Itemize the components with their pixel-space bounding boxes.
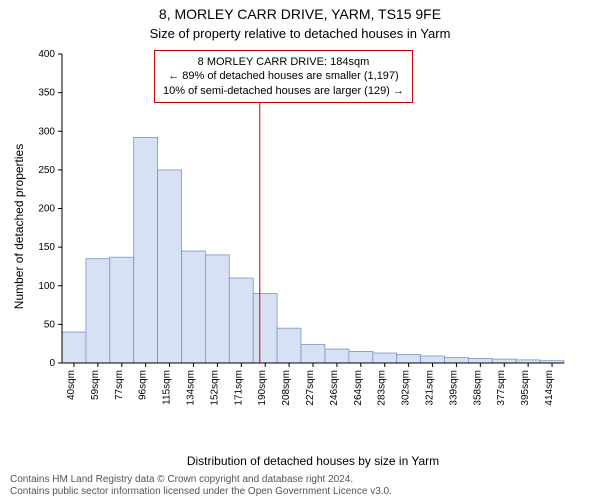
histogram-bar [182, 251, 206, 363]
histogram-bar [301, 345, 325, 364]
footer-line1: Contains HM Land Registry data © Crown c… [10, 474, 353, 485]
histogram-bar [325, 349, 349, 363]
histogram-bar [445, 358, 469, 363]
x-tick-label: 190sqm [257, 370, 268, 406]
x-tick-label: 40sqm [66, 370, 77, 400]
x-tick-label: 134sqm [185, 370, 196, 406]
y-tick-label: 200 [38, 204, 55, 215]
histogram-bar [397, 355, 421, 364]
y-tick-label: 0 [49, 358, 55, 369]
x-tick-label: 264sqm [353, 370, 364, 406]
x-tick-label: 208sqm [281, 370, 292, 406]
histogram-bar [134, 137, 158, 363]
y-tick-label: 400 [38, 49, 55, 60]
histogram-bar [421, 356, 445, 363]
x-tick-label: 302sqm [401, 370, 412, 406]
histogram-bar [62, 332, 86, 363]
x-tick-label: 395sqm [520, 370, 531, 406]
y-tick-label: 100 [38, 281, 55, 292]
x-tick-label: 96sqm [138, 370, 149, 400]
histogram-bar [468, 358, 492, 363]
histogram-bar [205, 255, 229, 363]
histogram-bar [229, 278, 253, 363]
histogram-bar [492, 359, 516, 363]
histogram-bar [110, 257, 134, 363]
histogram-bar [86, 259, 110, 363]
x-tick-label: 246sqm [329, 370, 340, 406]
histogram-bar [253, 294, 277, 364]
y-axis-label: Number of detached properties [12, 50, 28, 403]
info-line2: ← 89% of detached houses are smaller (1,… [168, 70, 399, 82]
x-tick-label: 227sqm [305, 370, 316, 406]
footer-line2: Contains public sector information licen… [10, 486, 392, 497]
x-tick-label: 377sqm [496, 370, 507, 406]
x-axis-label: Distribution of detached houses by size … [56, 454, 570, 468]
x-tick-label: 59sqm [90, 370, 101, 400]
info-line1: 8 MORLEY CARR DRIVE: 184sqm [198, 56, 370, 68]
y-tick-label: 300 [38, 126, 55, 137]
histogram-bar [373, 353, 397, 363]
histogram-bar [158, 170, 182, 363]
x-tick-label: 171sqm [233, 370, 244, 406]
x-tick-label: 115sqm [162, 370, 173, 405]
y-tick-label: 150 [38, 242, 55, 253]
histogram-bar [277, 328, 301, 363]
x-tick-label: 152sqm [209, 370, 220, 406]
page-title: 8, MORLEY CARR DRIVE, YARM, TS15 9FE [0, 6, 600, 22]
page-subtitle: Size of property relative to detached ho… [0, 26, 600, 41]
x-tick-label: 339sqm [448, 370, 459, 406]
y-tick-label: 250 [38, 165, 55, 176]
histogram-plot: 05010015020025030035040040sqm59sqm77sqm9… [56, 50, 570, 403]
x-tick-label: 321sqm [425, 370, 436, 406]
footer-attribution: Contains HM Land Registry data © Crown c… [10, 474, 392, 498]
y-tick-label: 50 [44, 319, 56, 330]
histogram-bar [349, 351, 373, 363]
x-tick-label: 414sqm [544, 370, 555, 406]
x-tick-label: 77sqm [114, 370, 125, 400]
x-tick-label: 283sqm [377, 370, 388, 406]
info-callout-box: 8 MORLEY CARR DRIVE: 184sqm ← 89% of det… [154, 50, 413, 103]
x-tick-label: 358sqm [472, 370, 483, 406]
y-tick-label: 350 [38, 88, 55, 99]
info-line3: 10% of semi-detached houses are larger (… [163, 85, 404, 97]
